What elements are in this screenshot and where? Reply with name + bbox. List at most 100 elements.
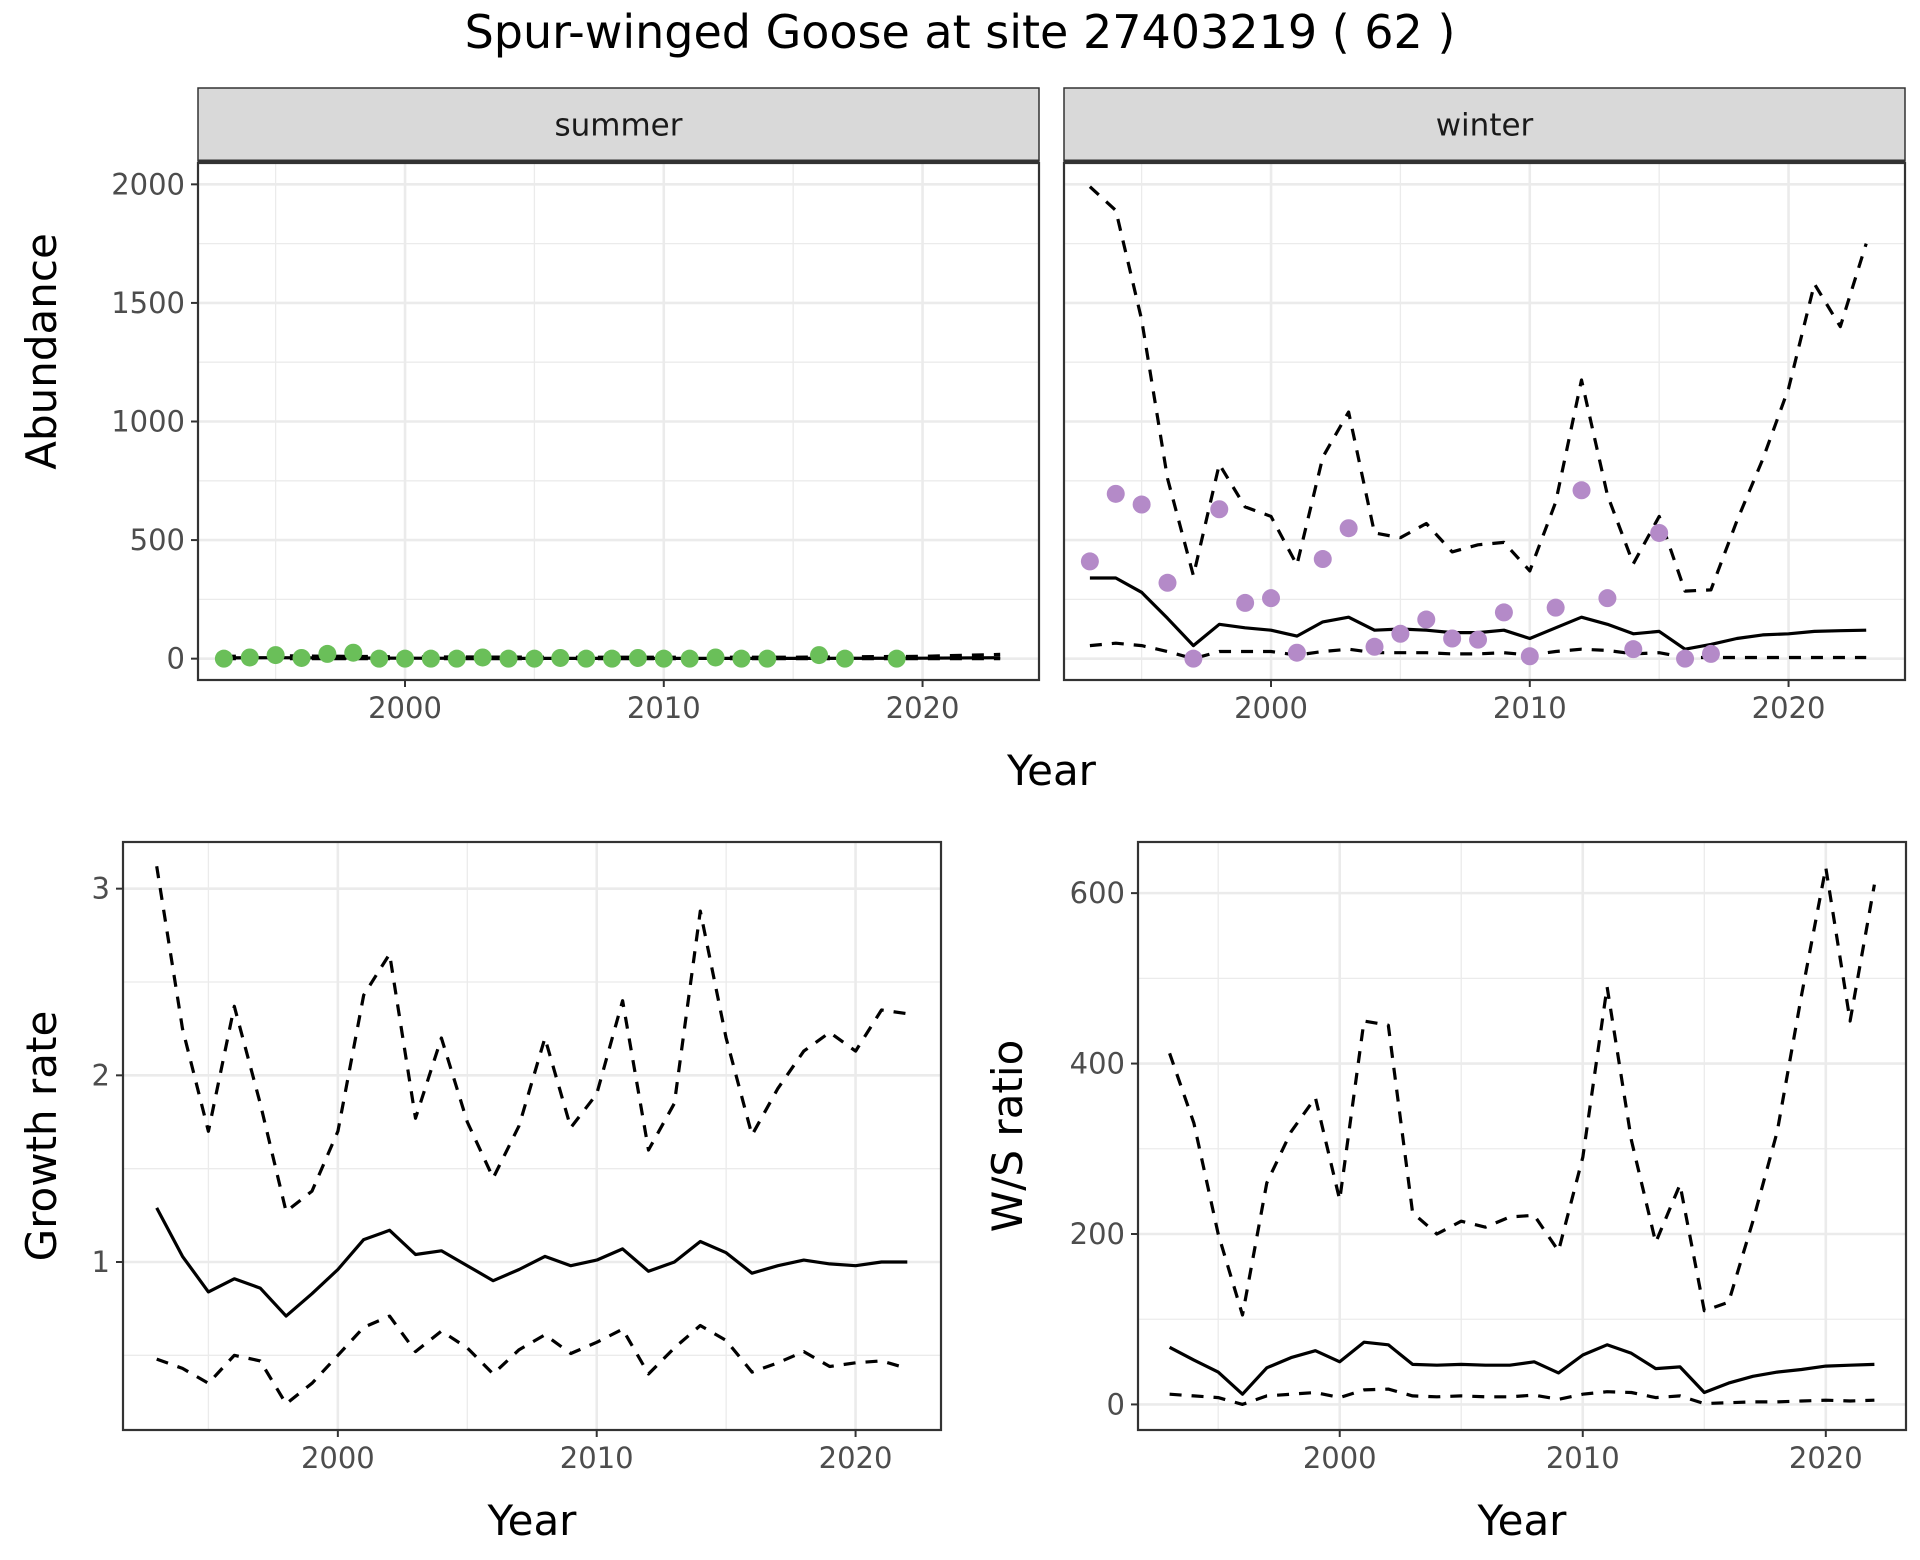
growth-x-tick-label: 2020 [819,1441,893,1475]
abundance-summer-y-tick-label: 0 [167,642,185,676]
abundance-summer-strip [197,87,1040,162]
abundance-winter-observed-point [1417,610,1436,629]
ws_ratio-lower-ci-line [1169,1387,1875,1406]
abundance-y-axis-title: Abundance [17,233,66,470]
abundance-winter-observed-point [1598,589,1617,608]
abundance-summer-strip-label: summer [554,108,682,144]
abundance-summer-x-tick-label: 2020 [886,691,960,725]
abundance-summer-observed-point [421,649,440,668]
ws_ratio-x-tick-label: 2000 [1303,1441,1377,1475]
abundance-winter-observed-point [1339,519,1358,538]
abundance-winter-observed-point [1650,523,1669,542]
abundance-winter-observed-point [1391,624,1410,643]
abundance-summer-x-tick-label: 2000 [368,691,442,725]
abundance-summer-observed-point [499,649,518,668]
growth-x-tick-label: 2010 [560,1441,634,1475]
growth-x-axis-title: Year [487,1496,578,1545]
growth-y-tick-label: 2 [92,1058,110,1092]
chart-title: Spur-winged Goose at site 27403219 ( 62 … [465,5,1456,59]
growth-fit-line [155,1207,908,1318]
abundance-winter-observed-point [1520,647,1539,666]
abundance-winter-observed-point [1546,598,1565,617]
abundance-summer-y-tick-label: 1000 [111,405,185,439]
abundance-winter-upper-ci-line [1088,185,1868,593]
abundance-winter-observed-point [1236,593,1255,612]
growth-x-tick-label: 2000 [301,1441,375,1475]
abundance-winter-strip-label: winter [1436,108,1534,144]
abundance-winter-observed-point [1287,643,1306,662]
abundance-winter-observed-point [1262,589,1281,608]
ws_ratio-upper-ci-line [1168,866,1876,1317]
abundance-winter-observed-point [1184,649,1203,668]
abundance-summer-observed-point [525,649,544,668]
abundance-summer-observed-point [447,649,466,668]
abundance-summer-observed-point [577,649,596,668]
abundance-summer-observed-point [292,648,311,667]
abundance-winter-observed-point [1132,495,1151,514]
abundance-winter-observed-point [1158,573,1177,592]
ws_ratio-x-tick-label: 2020 [1789,1441,1863,1475]
growth-panel-bg [123,842,941,1430]
abundance-winter-x-tick-label: 2010 [1493,691,1567,725]
ws_ratio-x-tick-label: 2010 [1546,1441,1620,1475]
abundance-winter-observed-point [1701,644,1720,663]
abundance-summer-observed-point [810,646,829,665]
abundance-winter-strip [1063,87,1906,162]
abundance-summer-observed-point [214,649,233,668]
abundance-winter-observed-point [1676,649,1695,668]
growth-panel-border [121,840,943,1432]
abundance-winter-observed-point [1443,629,1462,648]
abundance-summer-observed-point [240,648,259,667]
ws_ratio-y-axis-title: W/S ratio [983,1040,1032,1233]
abundance-winter-grid [1064,163,1905,680]
abundance-summer-y-tick-label: 500 [130,523,185,557]
abundance-winter-observed-point [1106,484,1125,503]
ws_ratio-y-tick-label: 0 [1107,1387,1125,1421]
ws_ratio-y-tick-label: 200 [1070,1217,1125,1251]
abundance-winter-observed-point [1080,552,1099,571]
ws_ratio-panel-bg [1138,842,1906,1430]
abundance-x-axis-title: Year [1006,746,1097,795]
ws_ratio-fit-line [1168,1340,1875,1396]
growth-y-tick-label: 1 [92,1245,110,1279]
growth-lower-ci-line [156,1314,908,1406]
abundance-summer-observed-point [732,649,751,668]
abundance-winter-lower-ci-line [1089,641,1867,661]
abundance-summer-observed-point [266,646,285,665]
abundance-winter-observed-point [1624,640,1643,659]
abundance-summer-y-tick-label: 1500 [111,286,185,320]
abundance-winter-observed-point [1313,550,1332,569]
abundance-winter-observed-point [1494,603,1513,622]
ws_ratio-grid [1138,842,1906,1430]
abundance-winter-observed-point [1365,637,1384,656]
ws_ratio-y-tick-label: 400 [1070,1047,1125,1081]
ws_ratio-panel-border [1136,840,1908,1432]
abundance-summer-observed-point [603,649,622,668]
abundance-winter-observed-point [1572,481,1591,500]
abundance-summer-observed-point [473,648,492,667]
abundance-summer-observed-point [396,649,415,668]
abundance-summer-observed-point [680,649,699,668]
abundance-summer-observed-point [887,649,906,668]
abundance-summer-observed-point [706,648,725,667]
abundance-summer-observed-point [318,644,337,663]
growth-y-tick-label: 3 [92,872,110,906]
abundance-summer-observed-point [654,649,673,668]
growth-grid [123,842,941,1430]
abundance-summer-observed-point [551,648,570,667]
abundance-summer-observed-point [628,648,647,667]
abundance-winter-observed-point [1210,500,1229,519]
abundance-summer-y-tick-label: 2000 [111,167,185,201]
abundance-winter-panel-border [1062,161,1907,682]
ws_ratio-y-tick-label: 600 [1070,876,1125,910]
abundance-summer-observed-point [758,649,777,668]
abundance-winter-x-tick-label: 2020 [1752,691,1826,725]
abundance-winter-x-tick-label: 2000 [1234,691,1308,725]
abundance-winter-observed-point [1469,630,1488,649]
abundance-summer-observed-point [835,649,854,668]
abundance-summer-observed-point [370,649,389,668]
abundance-summer-x-tick-label: 2010 [627,691,701,725]
growth-y-axis-title: Growth rate [17,1011,66,1262]
